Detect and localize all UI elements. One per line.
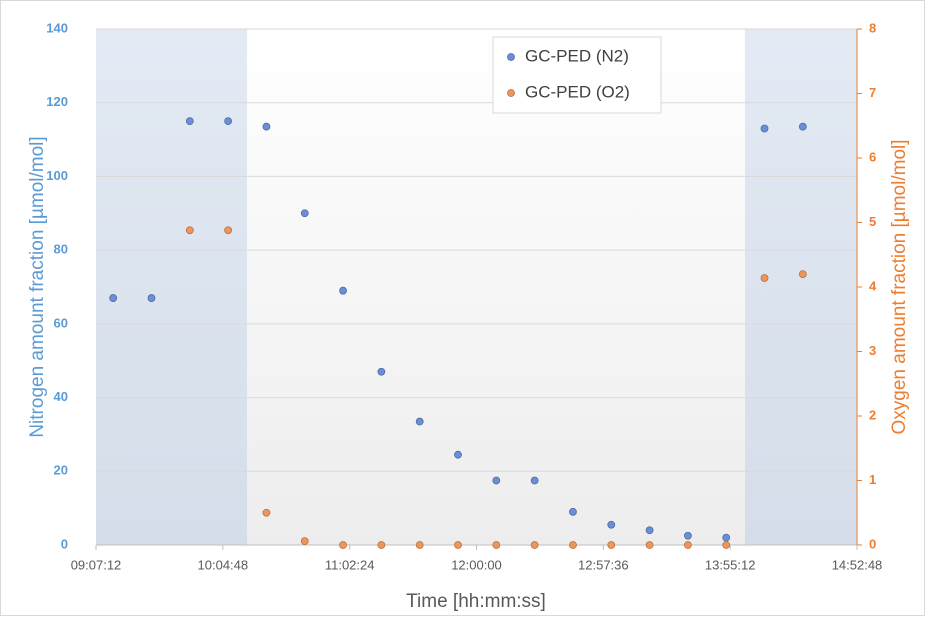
y-tick-label: 40	[54, 389, 68, 404]
x-tick-label: 13:55:12	[705, 557, 756, 572]
data-point	[569, 507, 577, 516]
data-point	[454, 541, 462, 549]
data-point	[530, 476, 539, 485]
y-tick-label: 120	[46, 94, 68, 109]
x-tick-label: 09:07:12	[71, 557, 122, 572]
legend-label: GC-PED (N2)	[525, 46, 629, 65]
data-point	[722, 541, 731, 549]
data-point	[760, 124, 769, 133]
y-tick-label: 80	[54, 242, 68, 257]
legend-marker	[507, 89, 515, 97]
data-point	[722, 533, 731, 542]
data-point	[224, 226, 233, 235]
legend	[492, 36, 662, 114]
y2-tick-label: 6	[869, 149, 876, 164]
legend-marker	[507, 53, 515, 61]
data-point	[607, 541, 616, 549]
shaded-region	[744, 29, 857, 545]
data-point	[415, 417, 424, 426]
data-point	[377, 541, 386, 549]
y-tick-label: 0	[61, 536, 68, 551]
shaded-region	[96, 29, 247, 545]
data-point	[569, 541, 577, 549]
data-point	[798, 122, 807, 131]
data-point	[185, 226, 194, 235]
data-point	[339, 286, 347, 295]
data-point	[415, 541, 424, 549]
y2-tick-label: 7	[869, 85, 876, 100]
data-point	[147, 294, 156, 302]
data-point	[645, 526, 654, 535]
y-axis-title: Nitrogen amount fraction [µmol/mol]	[27, 136, 48, 437]
data-point	[377, 367, 386, 376]
x-axis-title: Time [hh:mm:ss]	[406, 591, 546, 612]
data-point	[262, 122, 271, 131]
x-tick-label: 11:02:24	[325, 557, 375, 572]
y2-tick-label: 1	[869, 472, 876, 487]
data-point	[109, 294, 118, 302]
y-tick-label: 140	[46, 20, 68, 35]
y2-tick-label: 3	[869, 343, 876, 358]
data-point	[607, 520, 616, 529]
data-point	[798, 270, 807, 279]
x-tick-label: 10:04:48	[198, 557, 249, 572]
data-point	[339, 541, 347, 549]
data-point	[262, 508, 271, 517]
x-tick-label: 12:00:00	[451, 557, 502, 572]
data-point	[185, 117, 194, 126]
data-point	[492, 541, 501, 549]
x-tick-label: 14:52:48	[832, 557, 883, 572]
y2-tick-label: 4	[869, 278, 877, 293]
y-tick-label: 100	[46, 168, 68, 183]
y2-tick-label: 5	[869, 214, 876, 229]
y-tick-label: 20	[54, 463, 68, 478]
y2-tick-label: 8	[869, 20, 876, 35]
data-point	[645, 541, 654, 549]
data-point	[530, 541, 539, 549]
data-point	[454, 450, 462, 459]
data-point	[224, 117, 233, 126]
y-tick-label: 60	[54, 315, 68, 330]
data-point	[683, 541, 692, 549]
data-point	[760, 274, 769, 282]
legend-label: GC-PED (O2)	[525, 82, 630, 101]
data-point	[683, 531, 692, 540]
x-tick-label: 12:57:36	[578, 557, 629, 572]
y2-tick-label: 0	[869, 536, 876, 551]
data-point	[492, 476, 501, 485]
data-point	[300, 209, 309, 218]
y2-tick-label: 2	[869, 407, 876, 422]
data-point	[300, 537, 309, 546]
y2-axis-title: Oxygen amount fraction [µmol/mol]	[889, 139, 910, 434]
